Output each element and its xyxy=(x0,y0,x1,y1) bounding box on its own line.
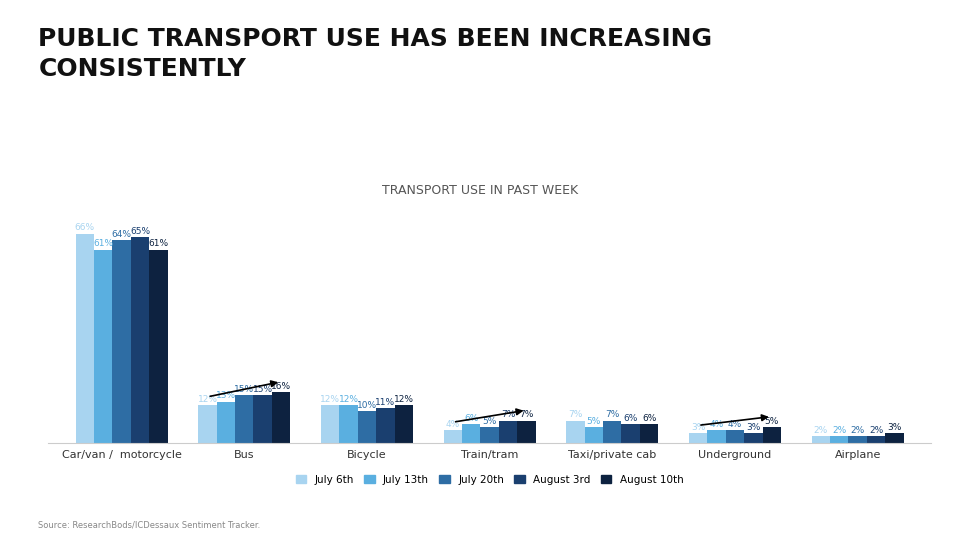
Text: 5%: 5% xyxy=(764,417,779,426)
Text: 66%: 66% xyxy=(75,224,95,232)
Text: 11%: 11% xyxy=(375,397,396,407)
Text: 65%: 65% xyxy=(130,227,150,235)
Text: TRANSPORT USE IN PAST WEEK: TRANSPORT USE IN PAST WEEK xyxy=(382,184,578,197)
Text: 13%: 13% xyxy=(216,392,236,400)
Legend: July 6th, July 13th, July 20th, August 3rd, August 10th: July 6th, July 13th, July 20th, August 3… xyxy=(291,469,688,490)
Text: Source: ResearchBods/ICDessaux Sentiment Tracker.: Source: ResearchBods/ICDessaux Sentiment… xyxy=(38,520,261,529)
Bar xyxy=(235,395,253,443)
Text: 3%: 3% xyxy=(746,423,760,432)
Bar xyxy=(689,433,708,443)
Bar xyxy=(444,430,462,443)
Text: 61%: 61% xyxy=(149,239,168,248)
Text: 15%: 15% xyxy=(252,385,273,394)
Bar xyxy=(131,237,149,443)
Text: 6%: 6% xyxy=(623,414,637,422)
Bar xyxy=(811,436,830,443)
Bar xyxy=(585,427,603,443)
Bar xyxy=(76,234,94,443)
Text: 12%: 12% xyxy=(198,395,218,403)
Text: 7%: 7% xyxy=(605,410,619,420)
Text: 64%: 64% xyxy=(111,230,132,239)
Bar xyxy=(217,402,235,443)
Bar xyxy=(621,424,640,443)
Bar xyxy=(566,421,585,443)
Text: 3%: 3% xyxy=(691,423,706,432)
Bar xyxy=(149,249,168,443)
Text: 61%: 61% xyxy=(93,239,113,248)
Text: 3%: 3% xyxy=(887,423,901,432)
Bar xyxy=(708,430,726,443)
Text: 15%: 15% xyxy=(234,385,254,394)
Text: 7%: 7% xyxy=(501,410,516,420)
Text: PUBLIC TRANSPORT USE HAS BEEN INCREASING
CONSISTENTLY: PUBLIC TRANSPORT USE HAS BEEN INCREASING… xyxy=(38,27,712,80)
Bar xyxy=(376,408,395,443)
Text: 12%: 12% xyxy=(394,395,414,403)
Bar xyxy=(867,436,885,443)
Bar xyxy=(395,405,413,443)
Text: 4%: 4% xyxy=(728,420,742,429)
Bar xyxy=(199,405,217,443)
Text: 16%: 16% xyxy=(271,382,291,391)
Bar xyxy=(744,433,762,443)
Text: 12%: 12% xyxy=(320,395,340,403)
Text: 12%: 12% xyxy=(339,395,358,403)
Text: 2%: 2% xyxy=(869,426,883,435)
Text: 4%: 4% xyxy=(709,420,724,429)
Text: 2%: 2% xyxy=(814,426,828,435)
Bar xyxy=(517,421,536,443)
Text: 6%: 6% xyxy=(464,414,478,422)
Bar xyxy=(480,427,499,443)
Bar xyxy=(339,405,358,443)
Bar xyxy=(358,411,376,443)
Bar xyxy=(726,430,744,443)
Text: 7%: 7% xyxy=(519,410,534,420)
Bar xyxy=(849,436,867,443)
Bar xyxy=(94,249,112,443)
Bar xyxy=(112,240,131,443)
Bar xyxy=(603,421,621,443)
Text: 5%: 5% xyxy=(483,417,496,426)
Text: 7%: 7% xyxy=(568,410,583,420)
Text: 6%: 6% xyxy=(642,414,657,422)
Bar xyxy=(272,392,290,443)
Bar xyxy=(462,424,480,443)
Text: 2%: 2% xyxy=(832,426,847,435)
Bar xyxy=(321,405,339,443)
Bar xyxy=(830,436,849,443)
Bar xyxy=(253,395,272,443)
Text: 2%: 2% xyxy=(851,426,865,435)
Text: 4%: 4% xyxy=(445,420,460,429)
Text: 5%: 5% xyxy=(587,417,601,426)
Bar xyxy=(885,433,903,443)
Text: 10%: 10% xyxy=(357,401,377,410)
Bar xyxy=(640,424,659,443)
Bar xyxy=(499,421,517,443)
Bar xyxy=(762,427,780,443)
